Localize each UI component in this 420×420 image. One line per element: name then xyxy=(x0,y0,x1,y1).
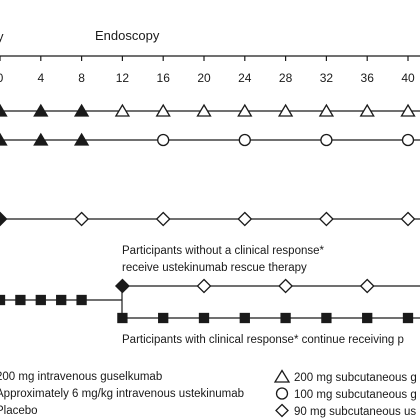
week-label: 0 xyxy=(0,71,4,85)
open-diamond-icon xyxy=(196,278,212,294)
week-label: 12 xyxy=(116,71,130,85)
filled-square-icon xyxy=(56,294,67,306)
header-fragment-text: y xyxy=(0,29,4,44)
week-label: 32 xyxy=(320,71,334,85)
filled-square-icon xyxy=(35,294,46,306)
open-diamond-icon xyxy=(74,211,90,227)
filled-triangle-icon xyxy=(33,103,49,117)
open-triangle-icon xyxy=(196,103,212,117)
arm-ustekinumab-row xyxy=(0,211,420,227)
legend: 200 mg intravenous guselkumab Approximat… xyxy=(0,369,417,418)
filled-square-icon xyxy=(362,312,373,324)
open-diamond-icon xyxy=(278,278,294,294)
filled-diamond-icon xyxy=(114,278,130,294)
filled-square-icon xyxy=(280,312,291,324)
open-circle-icon xyxy=(275,387,289,400)
filled-triangle-icon xyxy=(0,103,8,117)
legend-right-1: 200 mg subcutaneous g xyxy=(294,372,417,384)
open-diamond-icon xyxy=(359,278,375,294)
filled-square-icon xyxy=(117,312,128,324)
open-diamond-icon xyxy=(318,211,334,227)
open-diamond-icon xyxy=(237,211,253,227)
filled-triangle-icon xyxy=(0,132,8,146)
week-label: 36 xyxy=(361,71,375,85)
open-triangle-icon xyxy=(114,103,131,117)
filled-square-icon xyxy=(198,312,210,324)
legend-left-1: 200 mg intravenous guselkumab xyxy=(0,371,162,383)
filled-triangle-icon xyxy=(33,132,49,146)
arm-placebo-row xyxy=(0,278,420,324)
open-circle-icon xyxy=(320,133,333,147)
week-label: 24 xyxy=(238,71,252,85)
nonresponder-annotation-line1: Participants without a clinical response… xyxy=(122,245,325,257)
arm-guselkumab-200-row xyxy=(0,103,420,117)
open-triangle-icon xyxy=(273,369,291,383)
filled-square-icon xyxy=(158,312,169,324)
filled-square-icon xyxy=(402,312,414,324)
filled-square-icon xyxy=(15,294,26,306)
legend-left-2: Approximately 6 mg/kg intravenous usteki… xyxy=(0,388,244,400)
responder-annotation: Participants with clinical response* con… xyxy=(122,334,404,346)
filled-triangle-icon xyxy=(73,103,90,117)
open-triangle-icon xyxy=(277,103,294,117)
open-triangle-icon xyxy=(318,103,335,117)
open-triangle-icon xyxy=(155,103,171,117)
week-label: 20 xyxy=(197,71,211,85)
filled-square-icon xyxy=(0,294,6,306)
open-triangle-icon xyxy=(359,103,375,117)
legend-right-3: 90 mg subcutaneous us xyxy=(294,406,416,418)
filled-triangle-icon xyxy=(73,132,90,146)
open-circle-icon xyxy=(401,133,415,147)
filled-square-icon xyxy=(239,312,250,324)
nonresponder-annotation-line2: receive ustekinumab rescue therapy xyxy=(122,262,307,274)
open-circle-icon xyxy=(157,133,170,147)
filled-diamond-icon xyxy=(0,211,8,227)
week-label: 8 xyxy=(78,71,85,85)
filled-square-icon xyxy=(321,312,332,324)
legend-right-2: 100 mg subcutaneous g xyxy=(294,389,417,401)
open-triangle-icon xyxy=(237,103,253,117)
open-diamond-icon xyxy=(275,403,289,418)
open-diamond-icon xyxy=(400,211,416,227)
arm-guselkumab-100-row xyxy=(0,132,420,147)
legend-left-3: Placebo xyxy=(0,405,38,417)
filled-square-icon xyxy=(76,294,87,306)
week-label: 16 xyxy=(157,71,171,85)
open-circle-icon xyxy=(238,133,251,147)
open-diamond-icon xyxy=(155,211,171,227)
week-ticks-group: 0 4 8 12 16 20 24 28 32 36 40 xyxy=(0,56,415,85)
week-label: 40 xyxy=(401,71,415,85)
endoscopy-label: Endoscopy xyxy=(95,28,160,43)
open-triangle-icon xyxy=(400,103,416,117)
week-label: 4 xyxy=(37,71,44,85)
week-label: 28 xyxy=(279,71,293,85)
